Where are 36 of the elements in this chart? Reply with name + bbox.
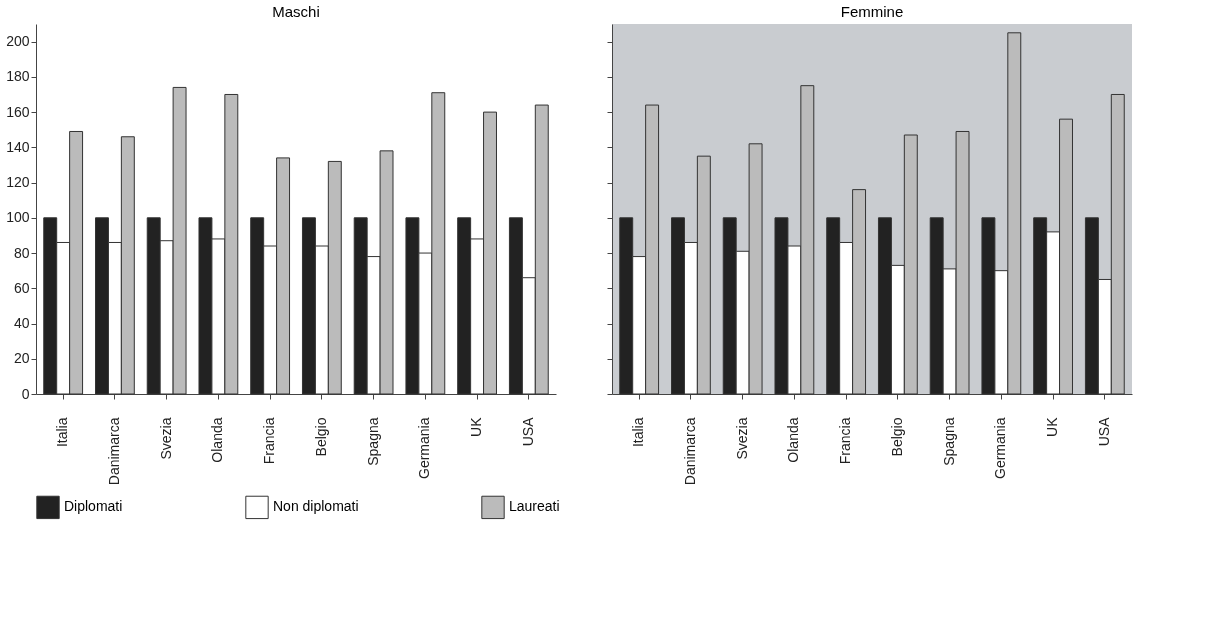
x-tick-label: UK (1044, 416, 1061, 437)
x-tick-label: Belgio (888, 417, 905, 457)
y-tick-label: 60 (13, 279, 30, 296)
x-tick-label: Svezia (733, 417, 750, 460)
y-tick-label: 0 (21, 385, 30, 402)
y-tick-label: 80 (13, 244, 30, 261)
x-tick-label: Danimarca (681, 417, 698, 486)
y-tick-label: 200 (6, 33, 30, 50)
y-tick-label: 160 (6, 103, 30, 120)
y-tick-label: 40 (13, 315, 30, 332)
y-tick-label: 120 (6, 174, 30, 191)
legend-label: Diplomati (64, 498, 123, 515)
x-tick-label: Germania (416, 417, 433, 479)
x-tick-label: Svezia (157, 417, 174, 460)
legend-label: Non diplomati (273, 498, 359, 515)
chart-title: Femmine (840, 3, 904, 20)
x-tick-label: USA (1095, 416, 1112, 447)
x-tick-label: Francia (837, 417, 854, 465)
chart-title: Maschi (272, 3, 320, 20)
x-tick-label: UK (468, 416, 485, 437)
x-tick-label: Italia (54, 417, 71, 448)
y-tick-label: 180 (6, 68, 30, 85)
x-tick-label: Italia (630, 417, 647, 448)
x-tick-label: Olanda (785, 417, 802, 463)
y-tick-label: 140 (6, 138, 30, 155)
x-tick-label: Danimarca (105, 417, 122, 486)
x-tick-label: Spagna (940, 417, 957, 466)
x-tick-label: Francia (261, 417, 278, 465)
y-tick-label: 20 (13, 350, 30, 367)
y-tick-label: 100 (6, 209, 30, 226)
x-tick-label: Belgio (312, 417, 329, 457)
x-tick-label: Spagna (364, 417, 381, 466)
x-tick-label: Olanda (209, 417, 226, 463)
legend-label: Laureati (509, 498, 560, 515)
x-tick-label: USA (519, 416, 536, 447)
x-tick-label: Germania (992, 417, 1009, 479)
